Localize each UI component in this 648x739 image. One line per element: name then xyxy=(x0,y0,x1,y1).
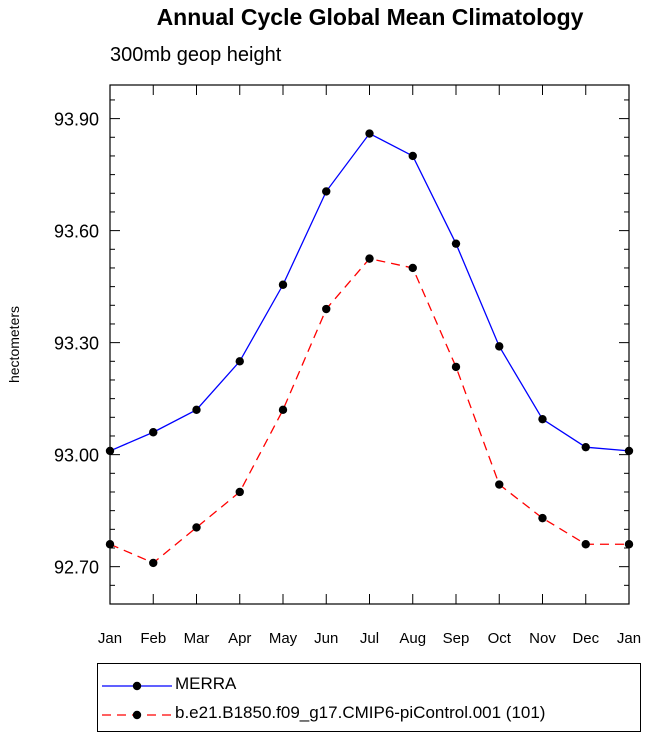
x-tick-label: Nov xyxy=(529,630,556,647)
data-point-2 xyxy=(192,523,201,532)
data-point-2 xyxy=(278,405,288,415)
x-tick-label: May xyxy=(269,630,298,647)
data-point-1 xyxy=(105,446,115,456)
data-point-1 xyxy=(451,239,461,248)
x-tick-label: Jan xyxy=(98,630,122,647)
legend-swatch-2 xyxy=(102,710,172,720)
x-tick-label: Sep xyxy=(443,630,470,647)
data-point-1 xyxy=(322,187,331,196)
data-point-1 xyxy=(235,357,244,366)
data-point-1 xyxy=(581,442,590,452)
data-point-1 xyxy=(365,129,374,138)
data-point-1 xyxy=(192,405,201,415)
data-point-1 xyxy=(624,446,634,456)
y-tick-label: 93.00 xyxy=(54,446,99,466)
x-tick-label: Mar xyxy=(184,630,210,647)
data-point-2 xyxy=(451,362,461,372)
data-point-2 xyxy=(149,558,158,568)
y-tick-label: 93.60 xyxy=(54,222,99,242)
data-point-1 xyxy=(495,342,504,351)
legend-entry-2: b.e21.B1850.f09_g17.CMIP6-piControl.001 … xyxy=(98,699,640,729)
data-point-2 xyxy=(408,263,417,273)
legend-label-1: MERRA xyxy=(175,674,237,693)
x-tick-label: Jul xyxy=(360,630,379,647)
data-point-1 xyxy=(149,428,158,437)
data-point-2 xyxy=(581,540,590,549)
y-axis-label: hectometers xyxy=(6,306,22,383)
data-point-2 xyxy=(365,254,374,263)
x-tick-label: Feb xyxy=(140,630,166,647)
x-tick-label: Oct xyxy=(488,630,512,647)
data-point-2 xyxy=(322,304,331,314)
data-point-2 xyxy=(235,487,244,497)
series-line-2 xyxy=(109,257,629,564)
x-tick-label: Aug xyxy=(399,630,426,647)
data-point-2 xyxy=(624,540,634,549)
data-point-1 xyxy=(408,151,417,161)
data-point-1 xyxy=(278,280,288,289)
x-tick-label: Jan xyxy=(617,630,641,647)
line-chart: 92.70 93.00 93.30 93.60 93.90 Jan Feb Mar Apr May… xyxy=(6,84,641,647)
legend-entry-1: MERRA xyxy=(98,670,640,700)
legend-label-2: b.e21.B1850.f09_g17.CMIP6-piControl.001 … xyxy=(175,703,546,722)
y-tick-label: 93.90 xyxy=(54,110,99,130)
x-tick-label: Dec xyxy=(572,630,599,647)
data-point-2 xyxy=(105,540,115,549)
series-line-1 xyxy=(109,132,630,452)
y-tick-label: 92.70 xyxy=(54,558,99,578)
legend-swatch-1 xyxy=(102,681,172,691)
plot-frame xyxy=(109,84,630,605)
data-point-1 xyxy=(538,414,547,424)
y-tick-label: 93.30 xyxy=(54,334,99,354)
chart-title: Annual Cycle Global Mean Climatology xyxy=(156,4,584,30)
data-point-2 xyxy=(495,480,504,489)
x-tick-label: Apr xyxy=(228,630,251,647)
data-point-2 xyxy=(538,513,547,523)
chart-legend: MERRA b.e21.B1850.f09_g17.CMIP6-piContro… xyxy=(97,663,641,732)
x-tick-label: Jun xyxy=(314,630,338,647)
chart-subtitle: 300mb geop height xyxy=(110,44,282,66)
